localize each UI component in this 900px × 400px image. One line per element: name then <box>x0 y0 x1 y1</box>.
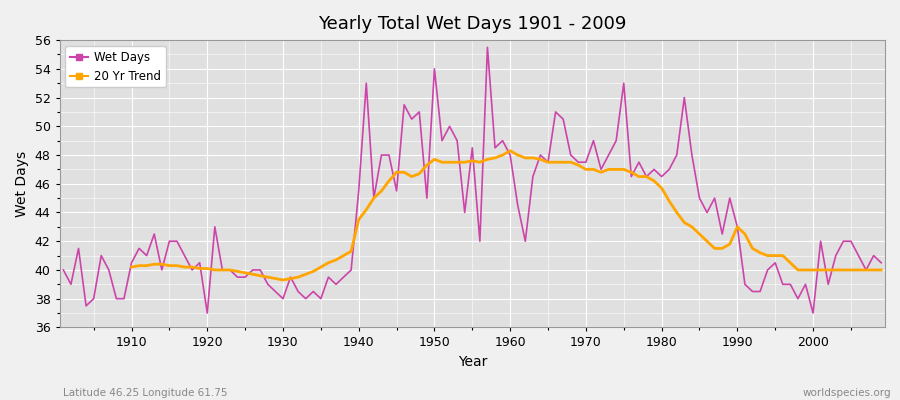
Y-axis label: Wet Days: Wet Days <box>15 151 29 217</box>
Text: worldspecies.org: worldspecies.org <box>803 388 891 398</box>
Title: Yearly Total Wet Days 1901 - 2009: Yearly Total Wet Days 1901 - 2009 <box>318 15 626 33</box>
X-axis label: Year: Year <box>457 355 487 369</box>
Text: Latitude 46.25 Longitude 61.75: Latitude 46.25 Longitude 61.75 <box>63 388 228 398</box>
Legend: Wet Days, 20 Yr Trend: Wet Days, 20 Yr Trend <box>66 46 166 87</box>
